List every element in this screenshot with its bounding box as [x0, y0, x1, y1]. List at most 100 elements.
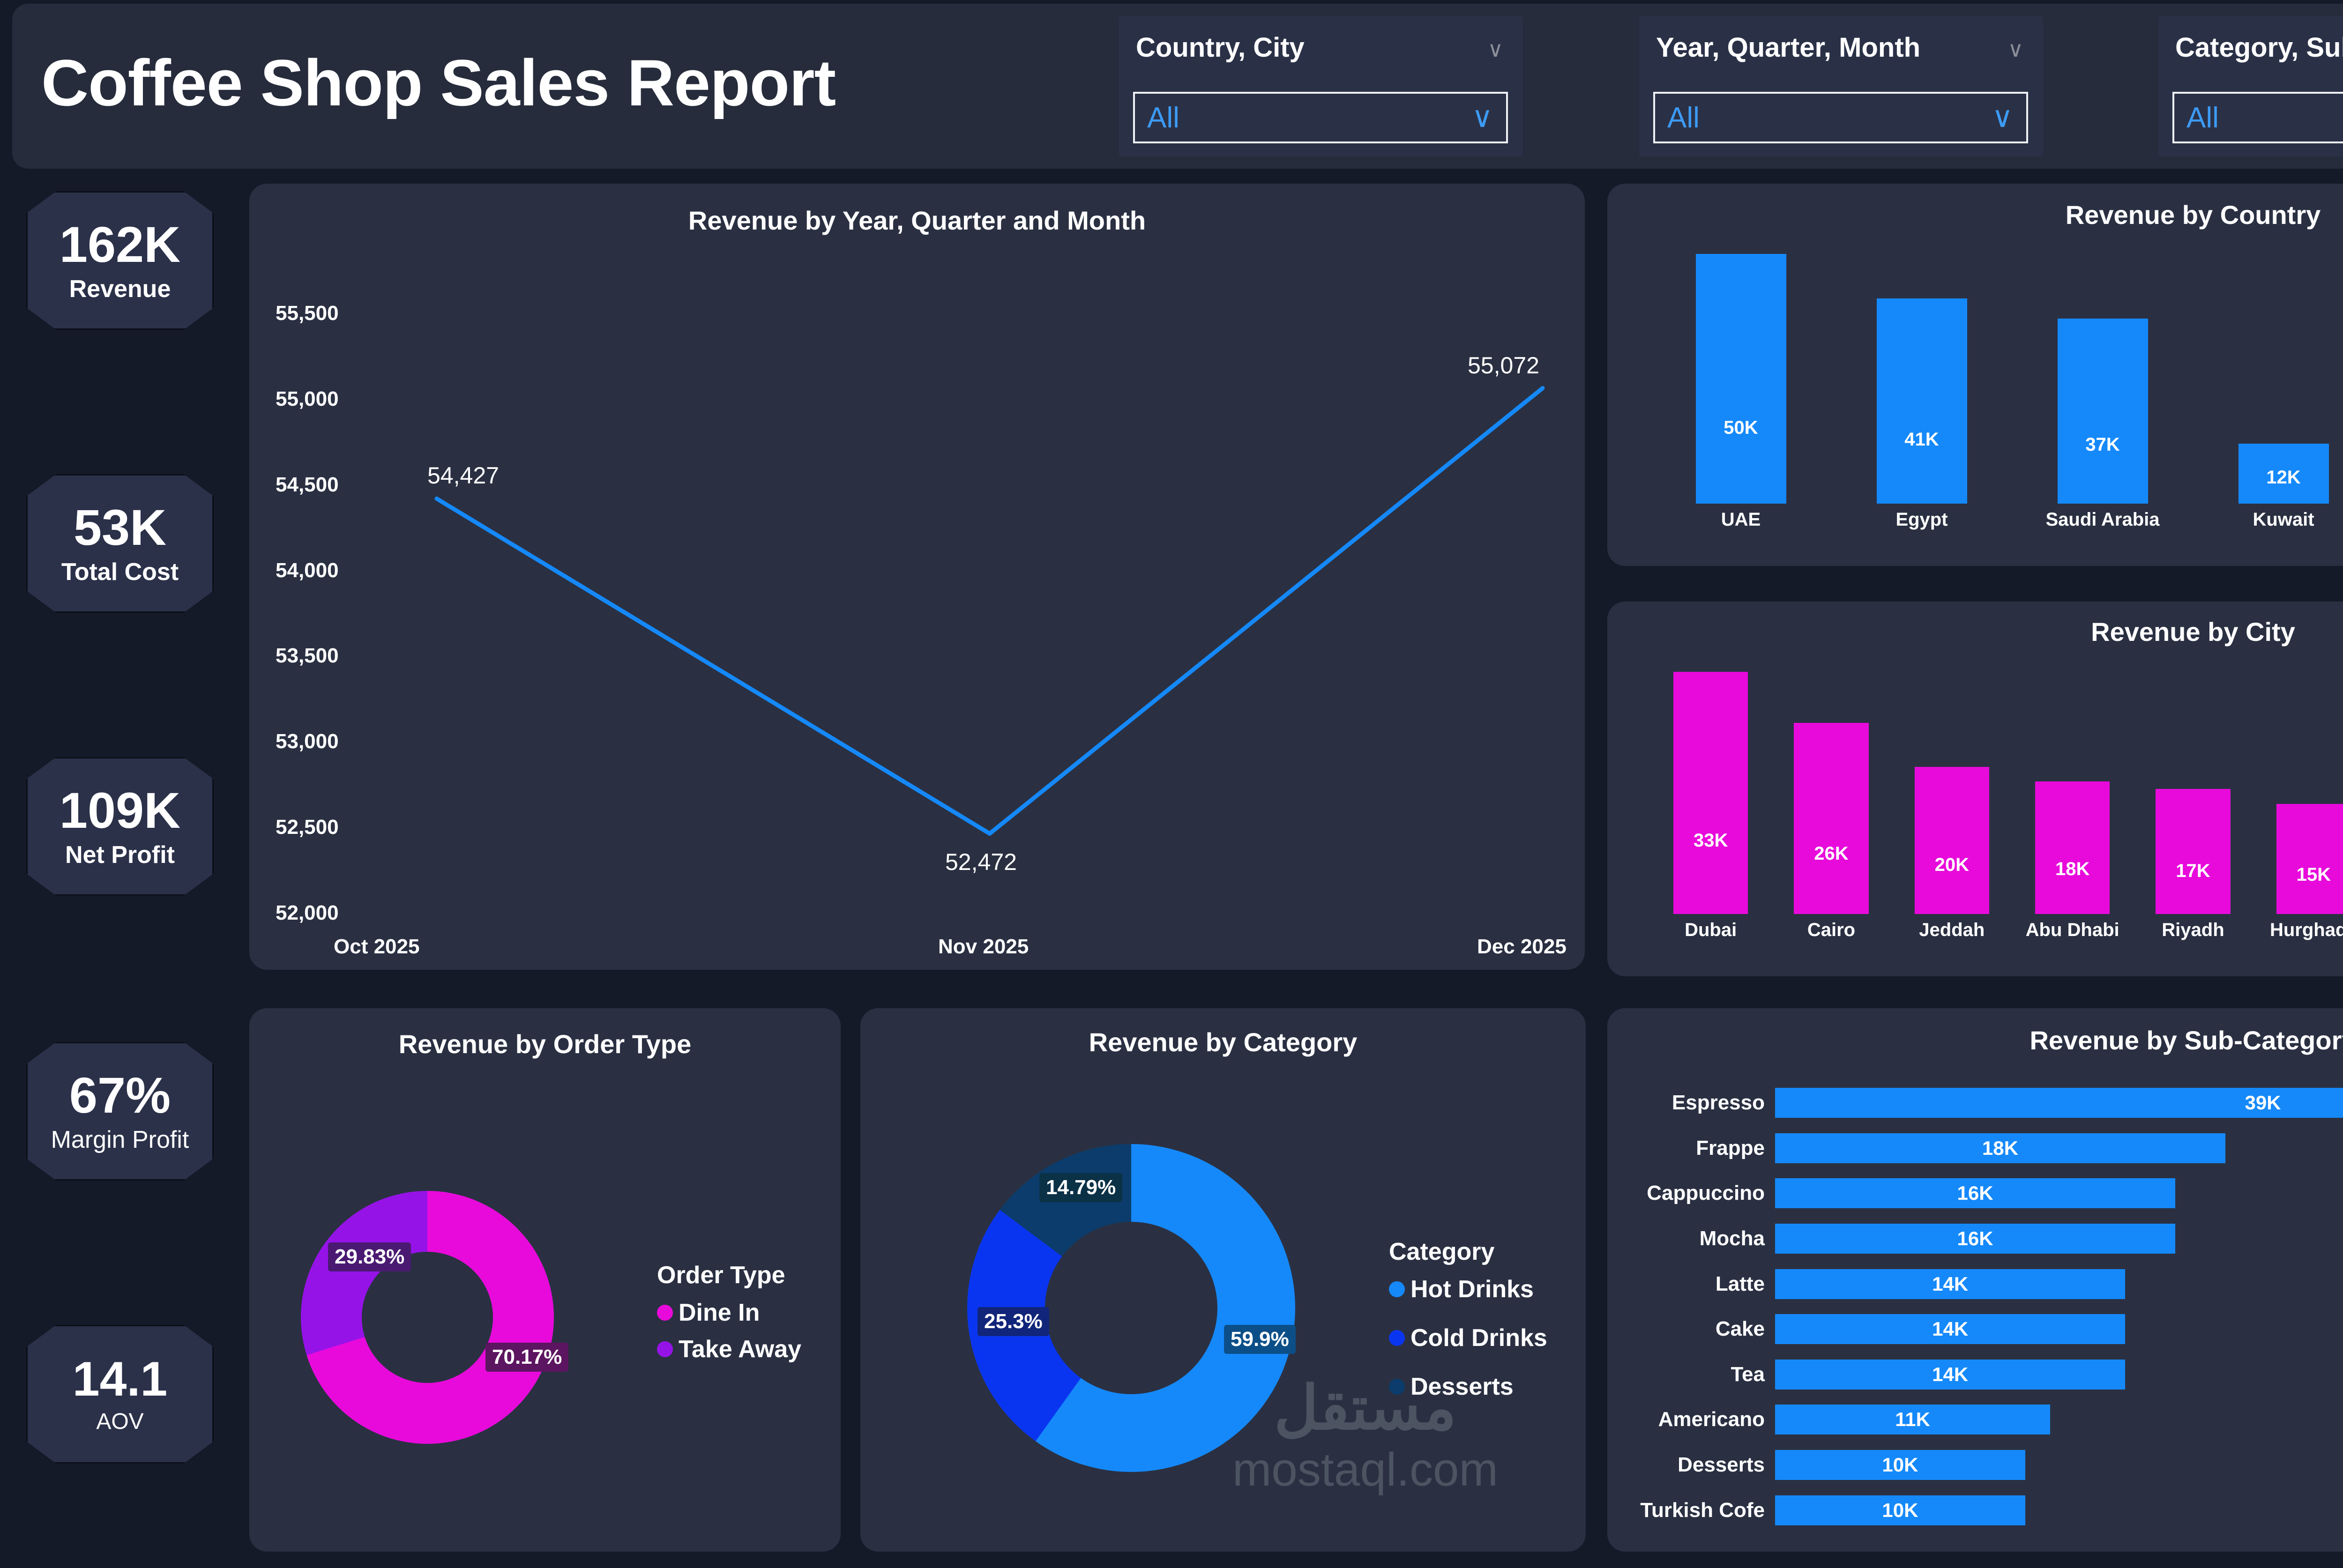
bar-row[interactable]: Turkish Cofe 10K	[1626, 1487, 2343, 1533]
bar-column[interactable]: 18K Abu Dhabi	[2026, 672, 2119, 941]
bar-column[interactable]: 37K Saudi Arabia	[2045, 254, 2160, 530]
bar[interactable]: 41K	[1876, 298, 1967, 504]
bar-row-track: 39K	[1775, 1088, 2343, 1118]
bar-column[interactable]: 33K Dubai	[1673, 672, 1748, 941]
chart-title-revenue-by-order-type: Revenue by Order Type	[398, 1029, 692, 1059]
kpi-card-net-profit[interactable]: 109K Net Profit	[26, 757, 214, 896]
bar-row[interactable]: Mocha 16K	[1626, 1216, 2343, 1262]
legend-swatch-icon	[1389, 1330, 1405, 1346]
bar[interactable]: 10K	[1775, 1495, 2025, 1525]
order-type-legend-item[interactable]: Take Away	[657, 1335, 801, 1363]
filter-country-city[interactable]: Country, City ∨ All ∨	[1119, 16, 1523, 156]
filter-year-quarter-month-label: Year, Quarter, Month	[1656, 32, 1921, 63]
bar[interactable]: 26K	[1794, 722, 1869, 914]
bar-row-label: Cappuccino	[1647, 1182, 1765, 1205]
order-type-legend-title: Order Type	[657, 1262, 785, 1289]
bar[interactable]: 14K	[1775, 1359, 2126, 1390]
bar-category-label: Cairo	[1807, 920, 1856, 940]
category-pct-desserts: 14.79%	[1039, 1173, 1123, 1202]
line-chart-data-label: 52,472	[945, 849, 1017, 876]
line-chart-x-tick: Nov 2025	[938, 935, 1029, 958]
chart-title-revenue-by-country: Revenue by Country	[2065, 200, 2321, 230]
bar-category-label: Kuwait	[2253, 509, 2314, 530]
bar-value-label: 33K	[1693, 830, 1728, 851]
chevron-down-icon[interactable]: ∨	[1992, 101, 2013, 134]
filter-category-subcategory-product-label: Category, Sub-Category, Product	[2175, 32, 2343, 63]
bar-column[interactable]: 20K Jeddah	[1914, 672, 1990, 941]
chart-revenue-by-country[interactable]: Revenue by Country 50K UAE 41K Egypt 37K Saud…	[1607, 184, 2343, 566]
bar[interactable]: 11K	[1775, 1405, 2051, 1435]
bar-row[interactable]: Cake 14K	[1626, 1307, 2343, 1352]
kpi-card-aov[interactable]: 14.1 AOV	[26, 1325, 214, 1464]
chevron-down-icon[interactable]: ∨	[1487, 37, 1503, 61]
bar[interactable]: 16K	[1775, 1224, 2176, 1254]
category-pct-hot-drinks: 59.9%	[1224, 1325, 1296, 1354]
bar-column[interactable]: 50K UAE	[1695, 254, 1786, 530]
bar-value-label: 16K	[1957, 1182, 1993, 1204]
bar[interactable]: 15K	[2276, 803, 2343, 914]
kpi-value-total-cost: 53K	[73, 499, 167, 556]
chart-revenue-by-category[interactable]: Revenue by Category 59.9% 25.3% 14.79% C…	[860, 1008, 1586, 1552]
filter-category-subcategory-product[interactable]: Category, Sub-Category, Product ∨ All ∨	[2158, 16, 2343, 156]
chart-revenue-by-city[interactable]: Revenue by City 33K Dubai 26K Cairo 20K Jedda…	[1607, 602, 2343, 976]
chevron-down-icon[interactable]: ∨	[1471, 101, 1493, 134]
bar-column[interactable]: 12K Kuwait	[2238, 254, 2329, 530]
bar-row-label: Mocha	[1699, 1227, 1765, 1250]
bar[interactable]: 18K	[1775, 1133, 2225, 1163]
bar[interactable]: 33K	[1673, 672, 1748, 914]
legend-swatch-icon	[1389, 1379, 1405, 1395]
bar-value-label: 37K	[2085, 434, 2120, 455]
chevron-down-icon[interactable]: ∨	[2007, 37, 2023, 61]
kpi-card-total-cost[interactable]: 53K Total Cost	[26, 474, 214, 613]
bar-row[interactable]: Latte 14K	[1626, 1261, 2343, 1307]
category-legend-item[interactable]: Desserts	[1389, 1373, 1547, 1401]
bar-row[interactable]: Cappuccino 16K	[1626, 1171, 2343, 1216]
bar-category-label: Saudi Arabia	[2045, 509, 2160, 530]
bar-column[interactable]: 17K Riyadh	[2156, 672, 2231, 941]
order-type-legend-item[interactable]: Dine In	[657, 1299, 801, 1327]
kpi-label-aov: AOV	[96, 1409, 144, 1434]
chart-title-revenue-by-category: Revenue by Category	[1089, 1027, 1358, 1057]
legend-swatch-icon	[657, 1341, 673, 1357]
kpi-card-revenue[interactable]: 162K Revenue	[26, 191, 214, 330]
filter-year-quarter-month-select[interactable]: All ∨	[1653, 92, 2028, 143]
category-legend-item[interactable]: Hot Drinks	[1389, 1275, 1547, 1303]
bar[interactable]: 14K	[1775, 1269, 2126, 1299]
kpi-card-margin-profit[interactable]: 67% Margin Profit	[26, 1042, 214, 1181]
bar-category-label: Jeddah	[1919, 920, 1985, 940]
chart-revenue-by-time[interactable]: Revenue by Year, Quarter and Month 52,00…	[249, 184, 1585, 970]
filter-category-subcategory-product-select[interactable]: All ∨	[2172, 92, 2343, 143]
bar-row-label: Latte	[1715, 1272, 1765, 1295]
filter-year-quarter-month[interactable]: Year, Quarter, Month ∨ All ∨	[1639, 16, 2043, 156]
kpi-label-net-profit: Net Profit	[65, 841, 175, 869]
category-legend-label: Desserts	[1410, 1373, 1514, 1400]
bar-column[interactable]: 15K Hurghada	[2270, 672, 2343, 941]
order-type-legend-label: Take Away	[679, 1336, 802, 1363]
bar[interactable]: 10K	[1775, 1450, 2025, 1480]
order-type-donut[interactable]	[301, 1191, 554, 1444]
bar[interactable]: 37K	[2057, 318, 2148, 504]
bar-category-label: Egypt	[1895, 509, 1948, 530]
bar[interactable]: 20K	[1914, 767, 1990, 914]
category-legend-item[interactable]: Cold Drinks	[1389, 1324, 1547, 1352]
bar-row[interactable]: Desserts 10K	[1626, 1442, 2343, 1488]
bar-column[interactable]: 26K Cairo	[1794, 672, 1869, 941]
bar-row-label: Americano	[1658, 1408, 1765, 1431]
chart-revenue-by-order-type[interactable]: Revenue by Order Type 70.17% 29.83% Orde…	[249, 1008, 841, 1552]
chart-revenue-by-sub-category[interactable]: Revenue by Sub-Category Espresso 39K Frapp…	[1607, 1008, 2343, 1552]
bar-row[interactable]: Americano 11K	[1626, 1397, 2343, 1442]
bar[interactable]: 39K	[1775, 1088, 2343, 1118]
bar[interactable]: 18K	[2035, 781, 2110, 914]
filter-country-city-select[interactable]: All ∨	[1133, 92, 1508, 143]
category-legend-label: Cold Drinks	[1410, 1324, 1547, 1352]
order-type-pct-take-away: 29.83%	[328, 1242, 411, 1271]
bar-column[interactable]: 41K Egypt	[1876, 254, 1967, 530]
bar-row[interactable]: Frappe 18K	[1626, 1126, 2343, 1171]
bar[interactable]: 17K	[2156, 789, 2231, 914]
bar[interactable]: 16K	[1775, 1178, 2176, 1209]
bar[interactable]: 12K	[2238, 443, 2329, 504]
bar-row[interactable]: Espresso 39K	[1626, 1080, 2343, 1126]
bar-row[interactable]: Tea 14K	[1626, 1352, 2343, 1397]
bar[interactable]: 14K	[1775, 1314, 2126, 1345]
bar[interactable]: 50K	[1695, 254, 1786, 504]
